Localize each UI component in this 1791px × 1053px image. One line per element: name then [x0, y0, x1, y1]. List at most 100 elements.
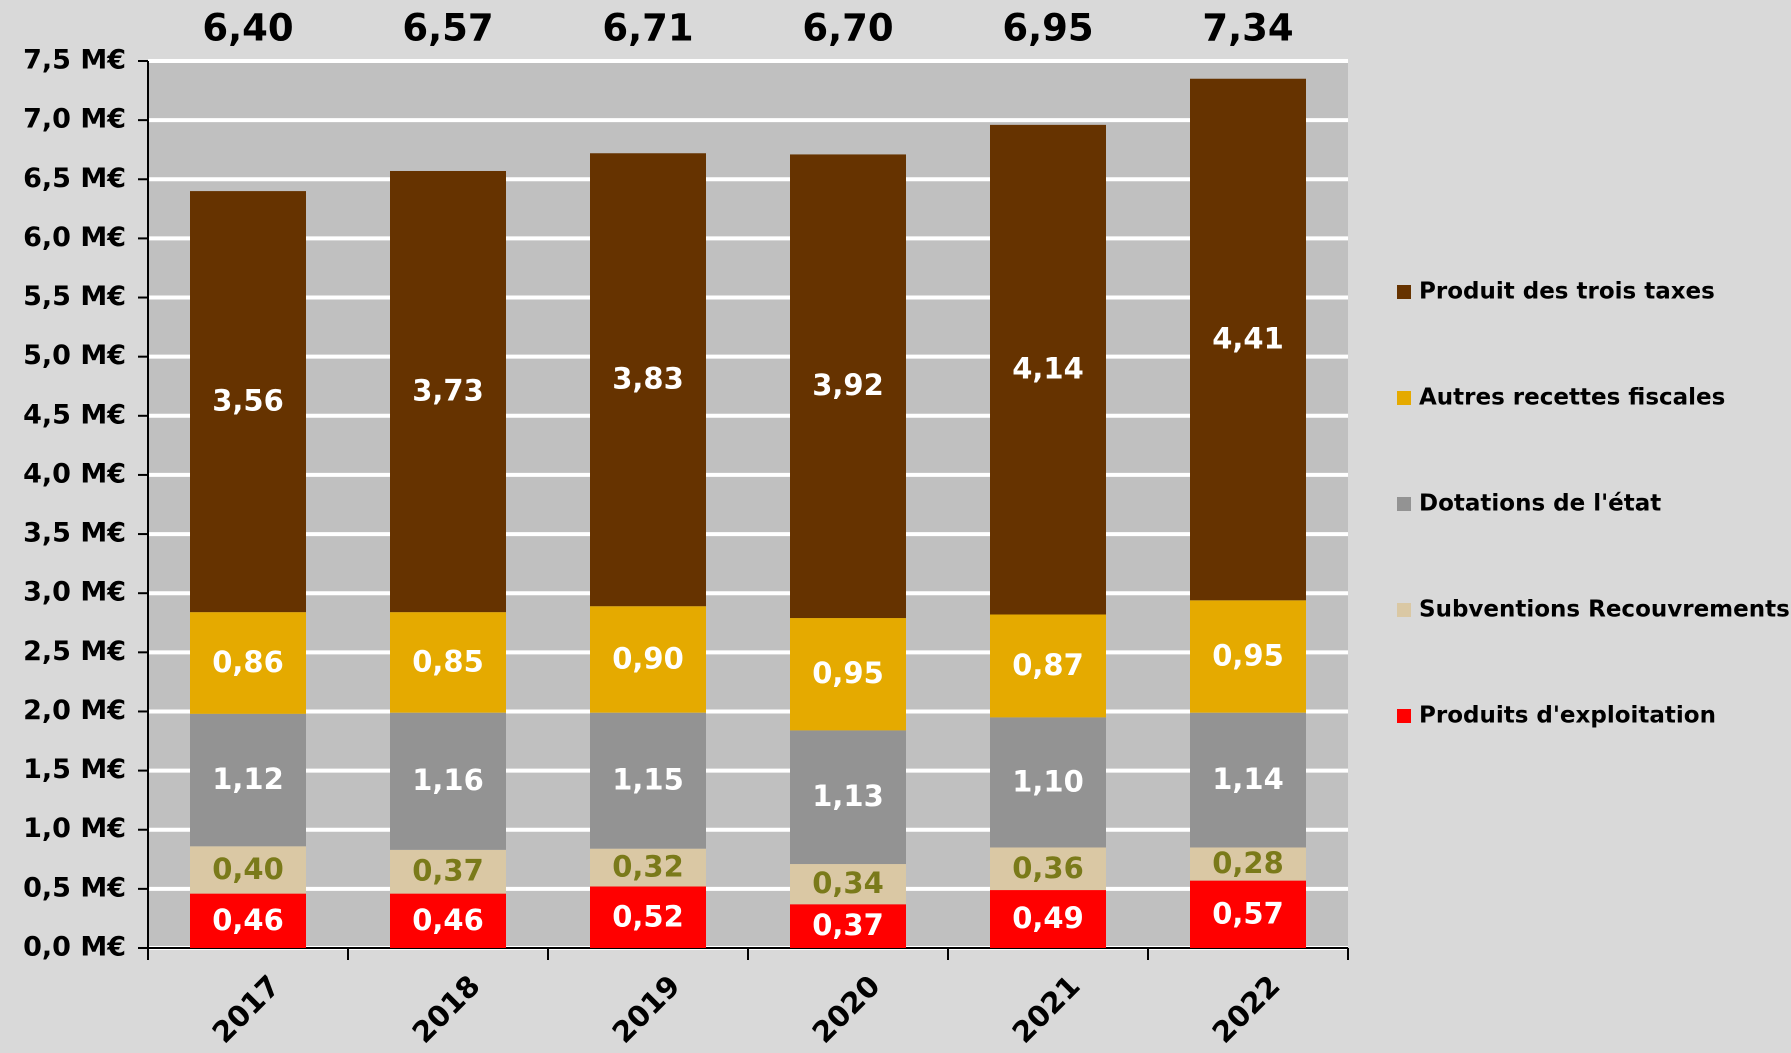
bar-segment [390, 712, 506, 850]
bar-totals: 6,40 6,57 6,71 6,70 6,95 7,34 [202, 7, 1293, 50]
bar-segment [1190, 880, 1306, 948]
segment-value-label: 0,46 [212, 903, 284, 937]
x-tick-label: 2018 [405, 969, 486, 1050]
y-tick-label: 3,5 M€ [23, 518, 126, 549]
bar-segment [790, 864, 906, 905]
y-tick-label: 4,0 M€ [23, 458, 126, 489]
legend-swatch [1397, 603, 1411, 617]
bar-segment [990, 890, 1106, 948]
segment-value-label: 4,14 [1012, 352, 1084, 386]
legend-swatch [1397, 391, 1411, 405]
y-tick-label: 0,5 M€ [23, 872, 126, 903]
bar-segment [790, 154, 906, 619]
legend: Produit des trois taxes Autres recettes f… [1397, 279, 1790, 729]
legend-label: Dotations de l'état [1419, 491, 1661, 517]
x-tick-label: 2017 [205, 969, 286, 1050]
segment-value-label: 0,40 [212, 852, 284, 886]
y-tick-label: 1,0 M€ [23, 813, 126, 844]
bar-segment [790, 730, 906, 865]
x-tick-label: 2022 [1205, 969, 1286, 1050]
legend-label: Produits d'exploitation [1419, 703, 1716, 729]
bar-segment [590, 712, 706, 849]
bar-segment [990, 847, 1106, 891]
y-tick-label: 2,5 M€ [23, 636, 126, 667]
y-tick-label: 7,5 M€ [23, 45, 126, 76]
bar-segment [590, 848, 706, 887]
segment-value-label: 3,73 [412, 374, 484, 408]
segment-value-label: 0,87 [1012, 648, 1084, 682]
y-tick-label: 3,0 M€ [23, 577, 126, 608]
bar-segment [990, 614, 1106, 718]
bar-total-label: 6,71 [602, 7, 693, 50]
segment-value-label: 0,86 [212, 645, 284, 679]
bar-segment [990, 124, 1106, 615]
legend-label: Produit des trois taxes [1419, 279, 1715, 305]
bar-segment [590, 153, 706, 607]
segment-value-label: 0,37 [412, 854, 484, 888]
segment-value-label: 0,52 [612, 899, 684, 933]
segment-value-label: 3,92 [812, 368, 884, 402]
bar-segment [1190, 847, 1306, 881]
y-tick-label: 5,0 M€ [23, 340, 126, 371]
bar-segment [790, 904, 906, 948]
x-tick-label: 2020 [805, 969, 886, 1050]
segment-value-label: 0,95 [1212, 638, 1284, 672]
y-tick-label: 5,5 M€ [23, 281, 126, 312]
y-tick-label: 2,0 M€ [23, 695, 126, 726]
y-tick-label: 6,0 M€ [23, 222, 126, 253]
bar-segment [990, 717, 1106, 848]
segment-value-label: 0,37 [812, 908, 884, 942]
legend-swatch [1397, 709, 1411, 723]
plot-area [148, 61, 1348, 948]
y-tick-label: 1,5 M€ [23, 754, 126, 785]
segment-value-label: 1,14 [1212, 762, 1284, 796]
segment-value-label: 3,83 [612, 362, 684, 396]
bar-total-label: 6,95 [1002, 7, 1093, 50]
segment-value-label: 1,13 [812, 779, 884, 813]
legend-swatch [1397, 285, 1411, 299]
x-axis: 2017 2018 2019 2020 2021 2022 [147, 947, 1349, 1050]
segment-value-label: 0,49 [1012, 901, 1084, 935]
bar-segment [1190, 600, 1306, 713]
segment-value-label: 0,95 [812, 656, 884, 690]
bar-segment [190, 191, 306, 613]
y-axis: 0,0 M€ 0,5 M€ 1,0 M€ 1,5 M€ 2,0 M€ 2,5 M€ 3,0 … [23, 45, 149, 963]
bar-total-label: 7,34 [1202, 7, 1293, 50]
bar-segment [190, 893, 306, 948]
segment-value-label: 3,56 [212, 384, 284, 418]
bar-segment [390, 849, 506, 894]
bar-segment [190, 612, 306, 714]
bar-segment [590, 606, 706, 713]
y-tick-label: 7,0 M€ [23, 104, 126, 135]
segment-value-label: 0,46 [412, 903, 484, 937]
y-tick-label: 4,5 M€ [23, 399, 126, 430]
segment-value-label: 1,12 [212, 762, 284, 796]
segment-value-label: 0,85 [412, 644, 484, 678]
y-tick-label: 0,0 M€ [23, 932, 126, 963]
segment-value-label: 0,57 [1212, 896, 1284, 930]
bar-segment [390, 170, 506, 613]
segment-value-label: 1,16 [412, 763, 484, 797]
segment-value-label: 4,41 [1212, 322, 1284, 356]
legend-label: Autres recettes fiscales [1419, 385, 1725, 411]
x-tick-label: 2019 [605, 969, 686, 1050]
bar-segment [190, 846, 306, 894]
bar-segment [590, 886, 706, 948]
segment-value-label: 0,90 [612, 641, 684, 675]
segment-value-label: 1,15 [612, 763, 684, 797]
bar-segment [1190, 712, 1306, 848]
y-tick-label: 6,5 M€ [23, 163, 126, 194]
segment-value-label: 1,10 [1012, 764, 1084, 798]
bar-total-label: 6,57 [402, 7, 493, 50]
bar-segment [190, 713, 306, 847]
bar-total-label: 6,40 [202, 7, 293, 50]
bar-segment [390, 893, 506, 948]
gridlines [148, 59, 1348, 950]
legend-swatch [1397, 497, 1411, 511]
segment-value-label: 0,36 [1012, 851, 1084, 885]
legend-label: Subventions Recouvrements [1419, 597, 1790, 623]
segment-value-label: 0,28 [1212, 846, 1284, 880]
bar-segment [790, 618, 906, 731]
bar-segment [1190, 78, 1306, 601]
